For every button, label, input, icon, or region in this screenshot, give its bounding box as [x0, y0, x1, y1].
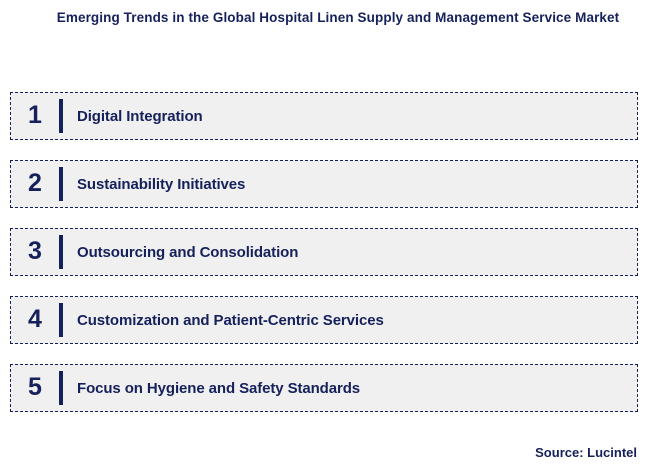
- vertical-divider-icon: [59, 303, 63, 337]
- trend-number: 2: [28, 168, 42, 197]
- source-attribution: Source: Lucintel: [535, 445, 637, 460]
- trend-label: Outsourcing and Consolidation: [77, 243, 299, 261]
- page-title: Emerging Trends in the Global Hospital L…: [38, 8, 638, 28]
- list-item: 4 Customization and Patient-Centric Serv…: [10, 296, 638, 344]
- list-item: 3 Outsourcing and Consolidation: [10, 228, 638, 276]
- vertical-divider-icon: [59, 99, 63, 133]
- trend-number: 3: [28, 236, 42, 265]
- page-title-text: Emerging Trends in the Global Hospital L…: [56, 10, 620, 25]
- trend-label: Focus on Hygiene and Safety Standards: [77, 379, 361, 397]
- trend-number: 1: [28, 100, 42, 129]
- list-item: 2 Sustainability Initiatives: [10, 160, 638, 208]
- vertical-divider-icon: [59, 167, 63, 201]
- list-item: 1 Digital Integration: [10, 92, 638, 140]
- trend-number: 4: [28, 304, 42, 333]
- trend-label: Digital Integration: [77, 107, 203, 125]
- trend-label: Customization and Patient-Centric Servic…: [77, 311, 384, 329]
- trend-number: 5: [28, 372, 42, 401]
- trend-list: 1 Digital Integration 2 Sustainability I…: [10, 92, 638, 412]
- list-item: 5 Focus on Hygiene and Safety Standards: [10, 364, 638, 412]
- vertical-divider-icon: [59, 235, 63, 269]
- vertical-divider-icon: [59, 371, 63, 405]
- trend-label: Sustainability Initiatives: [77, 175, 246, 193]
